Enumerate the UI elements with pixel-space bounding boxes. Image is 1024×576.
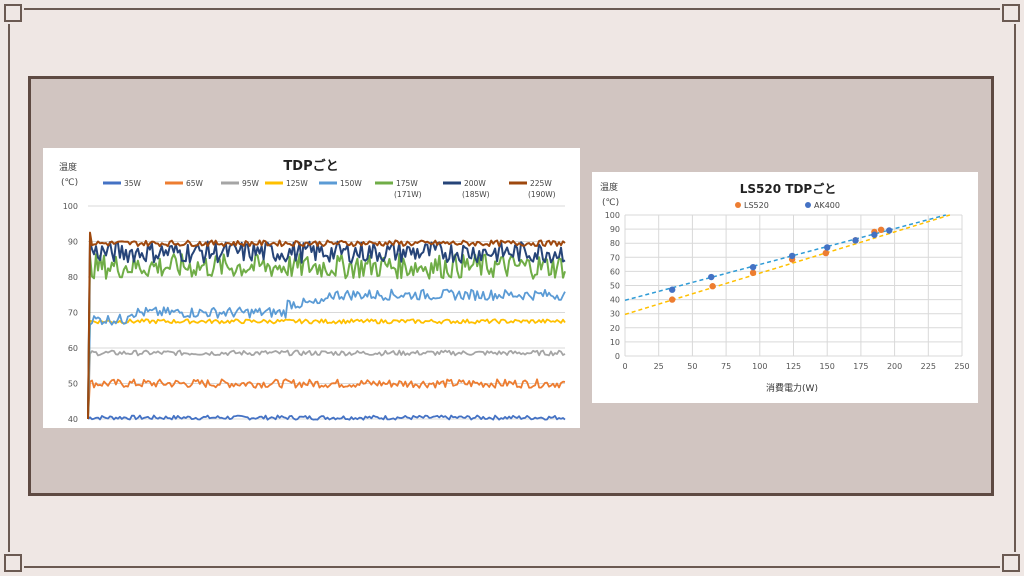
chart-legend: 35W 65W 95W 125W 150W 175W (171W) 200W (185W) 225…	[103, 179, 556, 199]
y-axis-label: 温度 (℃)	[59, 161, 80, 188]
chart-legend: LS520 AK400	[735, 201, 840, 210]
legend-label: (190W)	[528, 190, 556, 199]
legend-marker	[735, 202, 741, 208]
data-point	[871, 231, 878, 238]
y-tick-label: 90	[610, 225, 620, 234]
y-tick-label: 20	[610, 324, 620, 333]
frame-corner-ornament	[1002, 4, 1020, 22]
y-tick-label: 70	[68, 309, 78, 318]
data-point	[877, 226, 885, 234]
chart-title: LS520 TDPごと	[740, 181, 836, 196]
y-tick-label: 80	[68, 273, 78, 282]
y-tick-label: 60	[68, 344, 78, 353]
x-tick-label: 200	[887, 362, 902, 371]
legend-label: 225W	[530, 179, 552, 188]
series-line	[87, 414, 566, 421]
frame-right-line	[1014, 24, 1016, 552]
y-tick-label: 100	[63, 202, 78, 211]
series-line	[87, 253, 566, 420]
line-chart-card: TDPごと 温度 (℃) 35W 65W 95W 125W 150W 175W (171W)…	[43, 148, 580, 428]
series-line	[87, 378, 566, 420]
series-line	[87, 231, 566, 420]
y-tick-label: 30	[610, 310, 620, 319]
frame-top-line	[24, 8, 1000, 10]
scatter-chart-card: LS520 TDPごと 温度 (℃) LS520 AK400 0 10 20 30 40 5…	[592, 172, 978, 403]
legend-label: 150W	[340, 179, 362, 188]
chart-title: TDPごと	[283, 158, 338, 174]
data-point	[788, 252, 796, 260]
y-tick-label: 50	[68, 380, 78, 389]
frame-left-line	[8, 24, 10, 552]
y-tick-label: 60	[610, 267, 620, 276]
y-axis-label: 温度 (℃)	[600, 181, 621, 208]
x-tick-label: 225	[921, 362, 936, 371]
legend-marker	[805, 202, 811, 208]
y-tick-label: 90	[68, 238, 78, 247]
x-tick-label: 25	[654, 362, 664, 371]
legend-label: 95W	[242, 179, 260, 188]
data-point	[749, 263, 757, 271]
legend-label: 175W	[396, 179, 418, 188]
legend-label: 65W	[186, 179, 204, 188]
legend-label: LS520	[744, 201, 769, 210]
y-tick-label: 40	[68, 415, 78, 424]
data-point	[852, 237, 859, 244]
y-tick-label: 100	[605, 211, 620, 220]
x-tick-label: 150	[820, 362, 835, 371]
legend-label: 200W	[464, 179, 486, 188]
data-point	[822, 249, 830, 257]
data-point	[824, 244, 831, 251]
x-tick-label: 50	[687, 362, 697, 371]
frame-corner-ornament	[4, 4, 22, 22]
data-point	[709, 283, 716, 290]
frame-corner-ornament	[1002, 554, 1020, 572]
y-tick-label: 0	[615, 352, 620, 361]
y-tick-label: 10	[610, 338, 620, 347]
x-tick-label: 0	[622, 362, 627, 371]
y-tick-label: 80	[610, 239, 620, 248]
trendline	[624, 214, 947, 302]
legend-label: 125W	[286, 179, 308, 188]
x-tick-label: 250	[954, 362, 969, 371]
x-tick-label: 75	[721, 362, 731, 371]
legend-label: AK400	[814, 201, 840, 210]
scatter-chart: LS520 TDPごと 温度 (℃) LS520 AK400 0 10 20 30 40 5…	[600, 181, 970, 394]
trendline	[624, 214, 951, 316]
x-tick-label: 100	[752, 362, 767, 371]
legend-label: 35W	[124, 179, 142, 188]
x-tick-label: 125	[786, 362, 801, 371]
frame-bottom-line	[24, 566, 1000, 568]
line-chart: TDPごと 温度 (℃) 35W 65W 95W 125W 150W 175W (171W)…	[59, 158, 566, 424]
data-point	[668, 286, 676, 293]
legend-label: (171W)	[394, 190, 422, 199]
data-point	[708, 273, 715, 281]
series-line	[87, 318, 566, 420]
y-tick-label: 70	[610, 253, 620, 262]
data-point	[668, 296, 676, 303]
y-tick-label: 40	[610, 296, 620, 305]
x-tick-label: 175	[853, 362, 868, 371]
y-tick-label: 50	[610, 282, 620, 291]
data-point	[749, 269, 757, 277]
x-axis-label: 消費電力(W)	[766, 382, 818, 394]
series-line	[87, 240, 566, 420]
series-line	[87, 288, 566, 420]
series-line	[87, 349, 566, 420]
frame-corner-ornament	[4, 554, 22, 572]
legend-label: (185W)	[462, 190, 490, 199]
data-point	[886, 227, 893, 234]
